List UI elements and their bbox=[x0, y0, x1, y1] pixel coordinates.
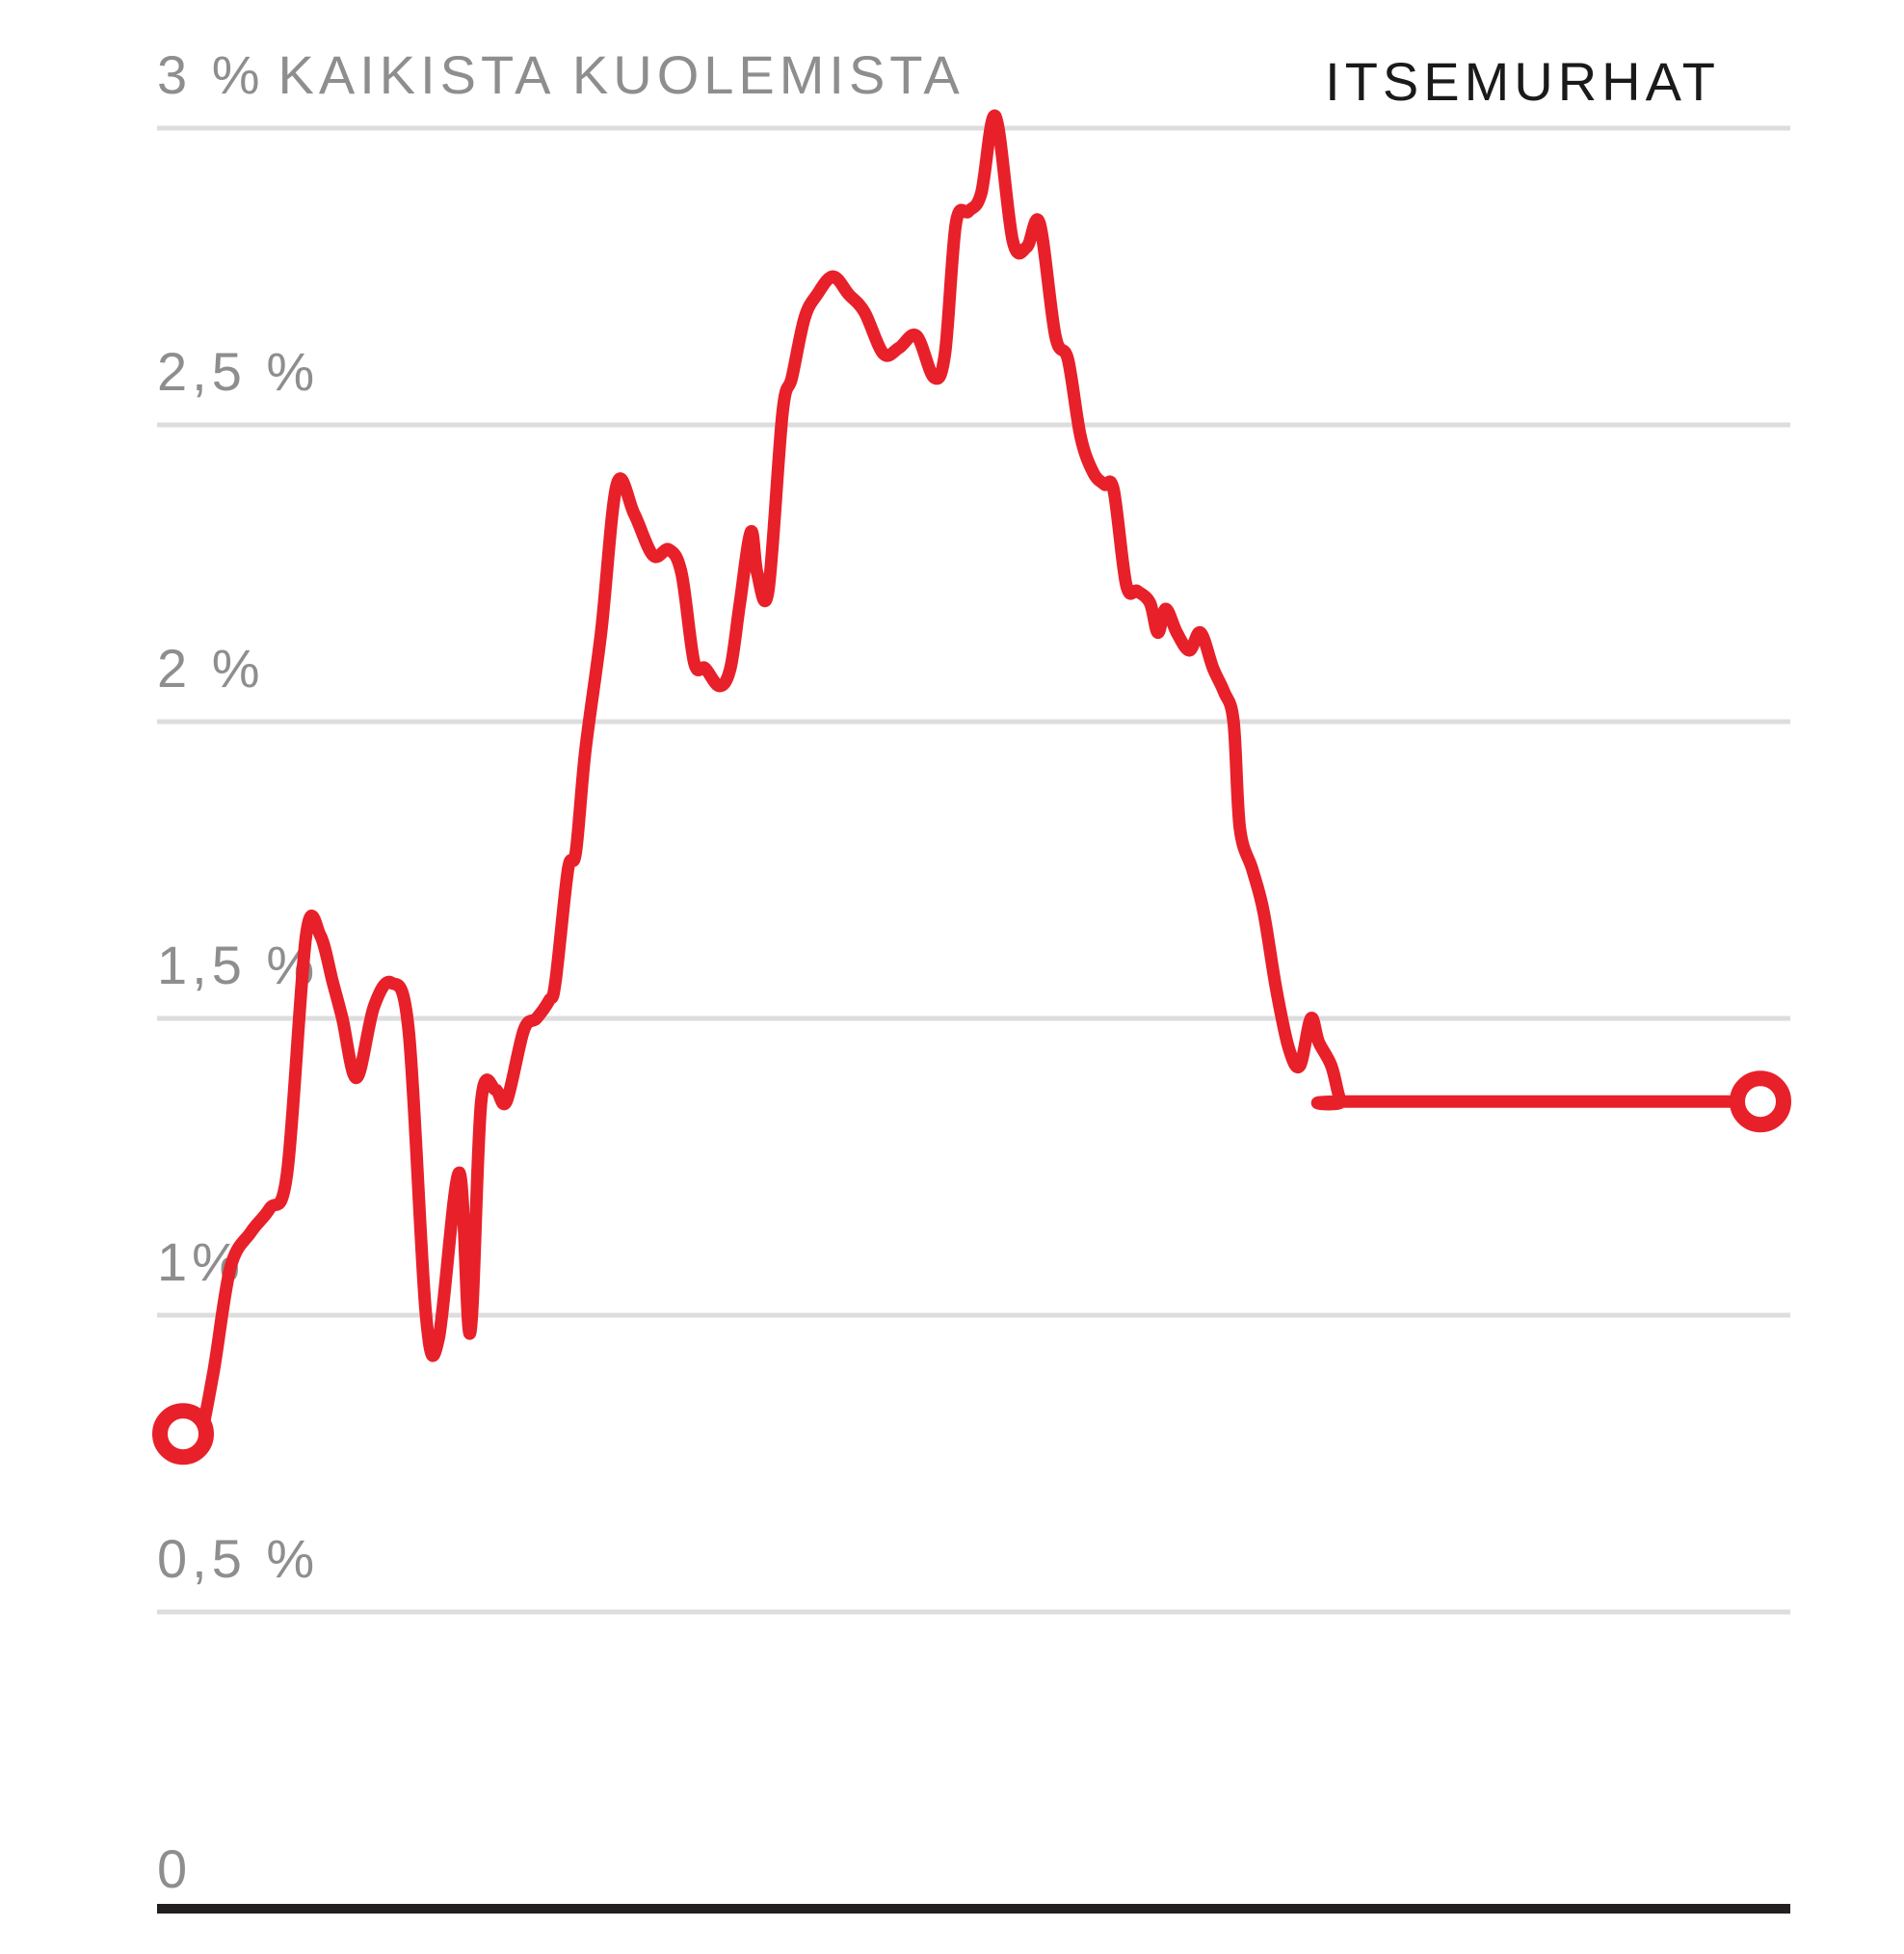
y-tick-labels: 3 %2,5 %2 %1,5 %1%0,5 %0 bbox=[157, 44, 319, 1899]
series-line bbox=[176, 110, 1767, 1455]
y-tick-label: 2 % bbox=[157, 638, 265, 699]
chart-title: ITSEMURHAT bbox=[1325, 51, 1720, 112]
start-point-marker bbox=[152, 1403, 214, 1466]
end-point-marker bbox=[1730, 1070, 1791, 1133]
y-tick-label: 3 % bbox=[157, 44, 265, 105]
y-tick-label: 0 bbox=[157, 1838, 192, 1899]
y-tick-label: 1,5 % bbox=[157, 935, 319, 995]
unit-label: KAIKISTA KUOLEMISTA bbox=[278, 44, 965, 105]
y-tick-label: 0,5 % bbox=[157, 1528, 319, 1589]
series bbox=[152, 110, 1791, 1466]
y-tick-label: 2,5 % bbox=[157, 341, 319, 402]
